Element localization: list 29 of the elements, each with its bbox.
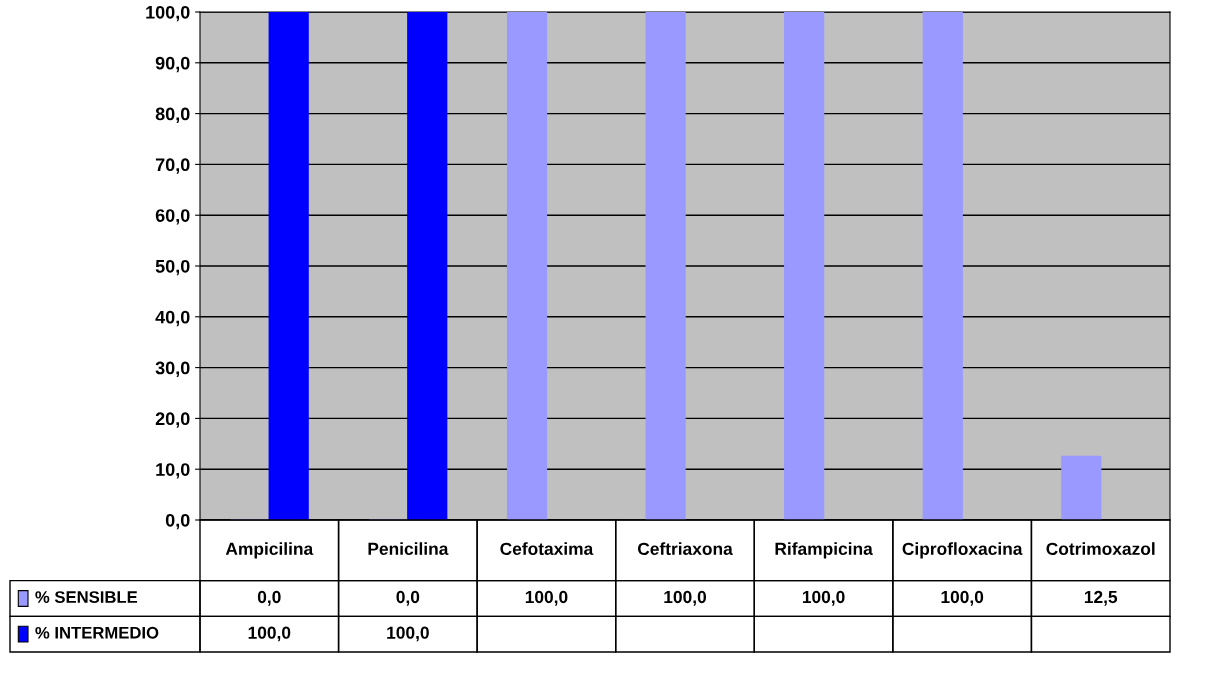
data-label: 0,0 xyxy=(396,590,420,606)
x-tick-label: Cefotaxima xyxy=(500,542,594,555)
y-tick-label: 80,0 xyxy=(155,107,190,123)
data-label: 100,0 xyxy=(525,590,568,606)
x-tick-label: Ceftriaxona xyxy=(637,542,733,555)
y-tick-label: 40,0 xyxy=(155,310,190,327)
data-label: 100,0 xyxy=(941,590,984,606)
y-tick-label: 10,0 xyxy=(156,463,190,479)
data-label: 12,5 xyxy=(1084,590,1118,606)
x-tick-label: Rifampicina xyxy=(775,542,873,559)
y-tick-label: 90,0 xyxy=(155,56,190,73)
y-tick-label: 50,0 xyxy=(155,259,190,276)
x-tick-label: Penicilina xyxy=(368,542,449,555)
data-label: 100,0 xyxy=(248,626,291,642)
data-label: 0,0 xyxy=(257,590,281,606)
data-label: 100,0 xyxy=(802,590,845,606)
y-tick-label: 100,0 xyxy=(146,5,190,22)
y-tick-label: 70,0 xyxy=(155,158,190,174)
data-label: 100,0 xyxy=(387,626,429,642)
data-label: 100,0 xyxy=(664,590,707,606)
legend-label: % SENSIBLE xyxy=(35,591,138,603)
x-tick-label: Ciprofloxacina xyxy=(902,542,1023,559)
y-tick-label: 60,0 xyxy=(155,209,190,225)
y-tick-label: 20,0 xyxy=(155,412,190,428)
legend-label: % INTERMEDIO xyxy=(35,626,159,639)
x-tick-label: Ampicilina xyxy=(225,542,314,559)
y-tick-label: 0,0 xyxy=(165,513,190,530)
x-tick-label: Cotrimoxazol xyxy=(1046,542,1155,555)
y-tick-label: 30,0 xyxy=(155,361,190,377)
